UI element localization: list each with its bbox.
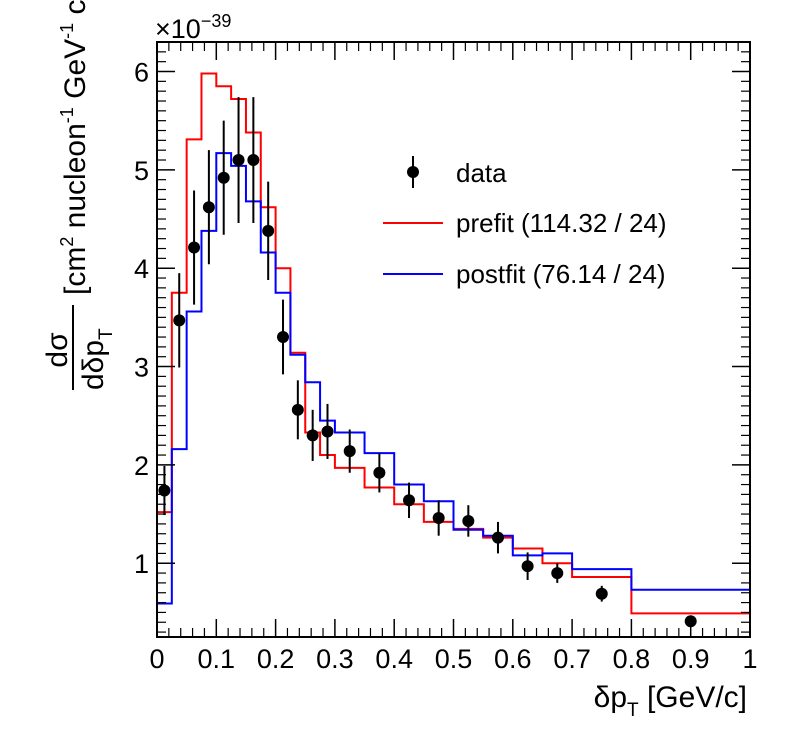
data-point xyxy=(291,403,304,416)
y-axis-den-text: dδp xyxy=(77,340,110,390)
data-point xyxy=(462,514,475,527)
data-point xyxy=(217,171,230,184)
x-tick-label: 1 xyxy=(742,644,757,674)
legend-prefit-label: prefit (114.32 / 24) xyxy=(456,208,667,238)
data-point xyxy=(277,331,290,344)
series-layer xyxy=(156,72,750,637)
data-point xyxy=(173,314,186,327)
data-point xyxy=(343,445,356,458)
y-unit-nucleon-exp: -1 xyxy=(57,107,77,123)
y-tick-label: 4 xyxy=(134,254,149,284)
data-point xyxy=(232,154,245,167)
y-axis-title: dσ dδpT [cm2 nucleon-1 GeV-1 c] xyxy=(41,0,117,390)
x-axis-title-main: δp xyxy=(594,681,627,714)
legend-data-marker xyxy=(407,166,419,178)
x-tick-label: 0.5 xyxy=(435,644,473,674)
x-tick-label: 0.6 xyxy=(494,644,532,674)
data-point xyxy=(321,425,334,438)
y-axis-unit: [cm2 nucleon-1 GeV-1 c] xyxy=(57,0,92,295)
y-unit-cm: [cm xyxy=(59,247,92,295)
y-unit-c: c] xyxy=(59,0,92,23)
x-tick-label: 0.2 xyxy=(257,644,295,674)
ticks-layer: 0 0.1 0.2 0.3 0.4 0.5 0.6 0.7 0.8 0.9 1 1 2 3 4 5 6 xyxy=(134,42,758,674)
data-point xyxy=(188,241,201,254)
x-axis-title: δpT [GeV/c] xyxy=(594,681,747,721)
x-tick-label: 0 xyxy=(149,644,164,674)
series-postfit-line xyxy=(156,152,750,637)
legend-data-label: data xyxy=(456,158,507,188)
data-point xyxy=(158,484,171,497)
data-point xyxy=(202,201,215,214)
data-point xyxy=(262,224,275,237)
x-axis-title-subscript: T xyxy=(627,700,639,721)
data-point xyxy=(551,567,564,580)
data-point xyxy=(595,587,608,600)
x-tick-label: 0.7 xyxy=(553,644,591,674)
y-tick-label: 6 xyxy=(134,58,149,88)
x-axis-title-unit: [GeV/c] xyxy=(639,681,747,714)
x-tick-label: 0.4 xyxy=(375,644,413,674)
y-unit-gev-exp: -1 xyxy=(57,23,77,39)
data-point xyxy=(432,512,445,524)
data-point xyxy=(491,531,504,544)
y-axis-fraction-numerator: dσ xyxy=(41,332,74,368)
y-unit-cm-exp: 2 xyxy=(57,237,77,247)
y-multiplier-base: ×10 xyxy=(155,14,201,44)
plot-frame xyxy=(156,41,751,638)
y-multiplier-exponent: −39 xyxy=(201,11,232,31)
data-point xyxy=(247,154,260,167)
y-tick-label: 2 xyxy=(134,451,149,481)
data-point xyxy=(306,429,319,442)
data-point xyxy=(403,494,416,507)
y-axis-den-subscript: T xyxy=(96,328,117,340)
x-tick-label: 0.9 xyxy=(672,644,710,674)
x-tick-label: 0.8 xyxy=(613,644,651,674)
legend-postfit-label: postfit (76.14 / 24) xyxy=(456,259,666,289)
y-multiplier: ×10−39 xyxy=(155,11,231,44)
x-tick-label: 0.3 xyxy=(316,644,354,674)
data-point xyxy=(373,466,386,479)
y-tick-label: 1 xyxy=(134,549,149,579)
y-tick-label: 3 xyxy=(134,353,149,383)
data-point xyxy=(521,560,534,573)
legend: data prefit (114.32 / 24) postfit (76.14… xyxy=(383,156,667,289)
y-unit-nucleon: nucleon xyxy=(59,123,92,236)
y-unit-gev: GeV xyxy=(59,39,92,107)
y-tick-label: 5 xyxy=(134,156,149,186)
x-tick-label: 0.1 xyxy=(198,644,236,674)
data-points-layer xyxy=(158,97,697,628)
y-axis-fraction-denominator: dδpT xyxy=(77,328,117,390)
